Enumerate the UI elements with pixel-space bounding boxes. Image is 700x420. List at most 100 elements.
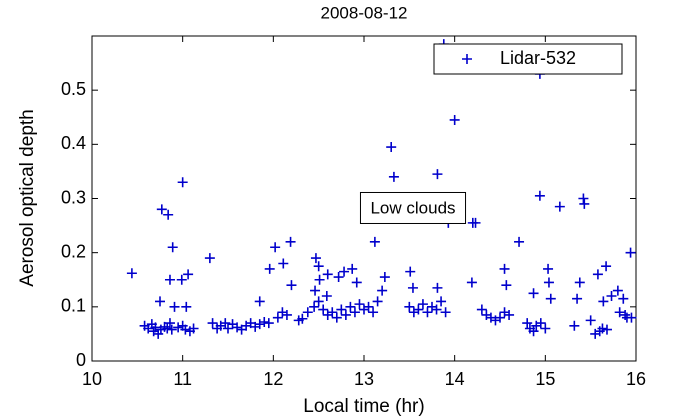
point bbox=[470, 217, 481, 228]
point bbox=[601, 261, 612, 272]
point bbox=[164, 274, 175, 285]
point bbox=[404, 301, 415, 312]
point bbox=[499, 263, 510, 274]
point bbox=[495, 312, 505, 323]
point bbox=[173, 322, 184, 333]
y-tick-label: 0.4 bbox=[61, 133, 86, 153]
point bbox=[188, 323, 199, 334]
point bbox=[259, 317, 270, 327]
y-tick-label: 0.3 bbox=[61, 187, 86, 207]
point bbox=[449, 114, 460, 125]
point bbox=[204, 253, 215, 264]
point bbox=[309, 301, 320, 312]
point bbox=[297, 313, 308, 324]
point bbox=[281, 309, 292, 320]
point bbox=[220, 318, 231, 329]
point bbox=[162, 323, 173, 334]
point bbox=[606, 291, 617, 301]
point bbox=[333, 272, 344, 283]
point bbox=[327, 307, 338, 318]
point bbox=[614, 307, 625, 318]
point bbox=[417, 299, 428, 310]
point bbox=[223, 323, 233, 334]
y-tick-label: 0.2 bbox=[61, 241, 86, 261]
point bbox=[254, 319, 265, 330]
point bbox=[466, 277, 477, 288]
point bbox=[163, 209, 174, 220]
point bbox=[504, 309, 515, 320]
point bbox=[345, 301, 356, 312]
point bbox=[176, 274, 187, 285]
point bbox=[612, 285, 623, 296]
point bbox=[372, 296, 383, 307]
x-tick-label: 13 bbox=[354, 369, 374, 389]
point bbox=[620, 309, 631, 320]
y-tick-label: 0.1 bbox=[61, 296, 86, 316]
point bbox=[232, 322, 243, 333]
point bbox=[286, 280, 297, 291]
point bbox=[377, 285, 388, 296]
point bbox=[545, 293, 556, 304]
point bbox=[436, 296, 447, 307]
point bbox=[543, 263, 554, 274]
point bbox=[543, 277, 554, 288]
point bbox=[314, 274, 325, 285]
x-tick-label: 16 bbox=[626, 369, 646, 389]
y-tick-label: 0 bbox=[76, 350, 86, 370]
x-tick-label: 12 bbox=[263, 369, 283, 389]
point bbox=[349, 307, 360, 318]
point bbox=[177, 177, 188, 188]
point bbox=[126, 268, 137, 279]
point bbox=[625, 247, 636, 258]
point bbox=[597, 323, 608, 334]
point bbox=[592, 269, 603, 280]
x-tick-label: 11 bbox=[173, 369, 192, 389]
x-tick-label: 14 bbox=[445, 369, 465, 389]
point bbox=[585, 315, 596, 326]
point bbox=[180, 324, 191, 335]
point bbox=[388, 171, 399, 182]
point bbox=[413, 304, 424, 315]
point bbox=[322, 269, 333, 280]
point bbox=[181, 301, 192, 312]
point bbox=[302, 307, 313, 318]
point bbox=[432, 169, 443, 180]
point bbox=[156, 204, 167, 215]
point bbox=[347, 263, 358, 274]
point bbox=[278, 258, 289, 269]
y-axis-label: Aerosol optical depth bbox=[17, 109, 38, 286]
point bbox=[514, 236, 525, 247]
point bbox=[572, 293, 583, 304]
legend-label: Lidar-532 bbox=[500, 48, 576, 68]
point bbox=[535, 318, 546, 329]
point bbox=[476, 304, 487, 315]
annotation: Low clouds bbox=[370, 198, 455, 217]
point bbox=[339, 266, 350, 277]
point bbox=[363, 301, 374, 312]
x-tick-label: 15 bbox=[535, 369, 555, 389]
point bbox=[422, 307, 433, 318]
point bbox=[369, 236, 380, 247]
point bbox=[379, 272, 390, 283]
point bbox=[440, 307, 451, 318]
point bbox=[313, 296, 324, 307]
point bbox=[618, 293, 629, 304]
point bbox=[285, 236, 296, 247]
point bbox=[270, 242, 281, 253]
point bbox=[263, 318, 274, 329]
point bbox=[522, 318, 533, 329]
point bbox=[351, 277, 362, 288]
point bbox=[528, 288, 539, 299]
point bbox=[626, 312, 637, 323]
chart-title: 2008-08-12 bbox=[321, 3, 408, 22]
point bbox=[598, 296, 609, 307]
legend-marker bbox=[462, 54, 472, 64]
point bbox=[354, 299, 365, 310]
point bbox=[155, 296, 165, 307]
annotation-box bbox=[359, 191, 467, 224]
point bbox=[540, 323, 551, 334]
point bbox=[407, 282, 418, 293]
point bbox=[405, 266, 416, 277]
x-axis-label: Local time (hr) bbox=[303, 396, 424, 417]
